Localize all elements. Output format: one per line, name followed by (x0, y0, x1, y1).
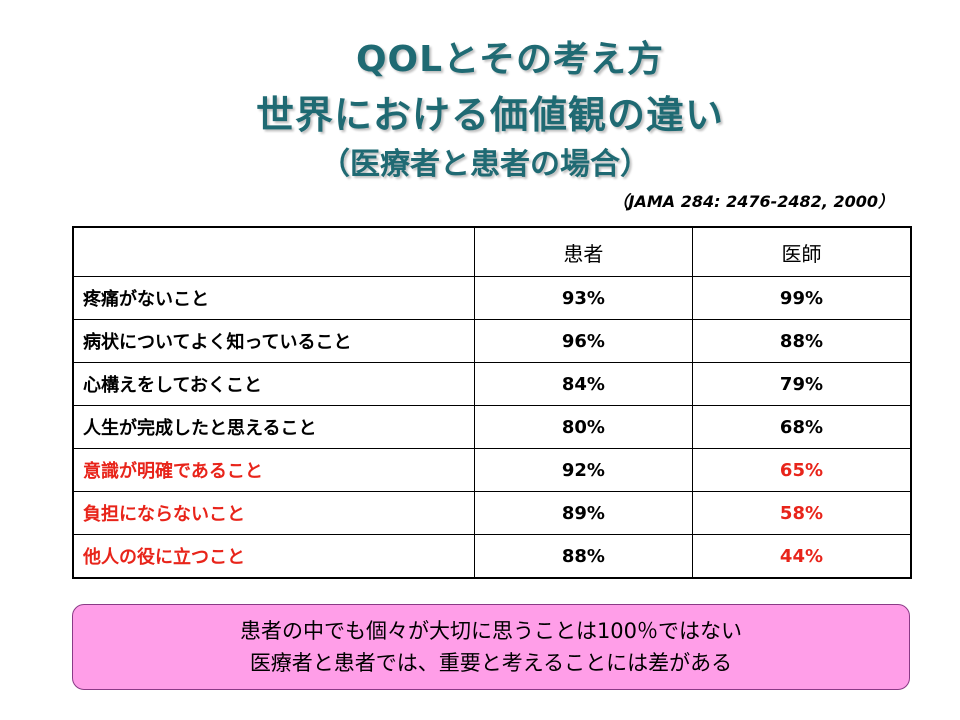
slide-subtitle: 世界における価値観の違い (255, 93, 724, 137)
header-patient: 患者 (473, 226, 693, 277)
row-item: 他人の役に立つこと (72, 534, 475, 579)
table-row: 心構えをしておくこと 84% 79% (72, 362, 912, 406)
doctor-value: 68% (691, 405, 912, 449)
patient-value: 80% (473, 405, 693, 449)
doctor-value: 79% (691, 362, 912, 406)
table-row-highlighted: 他人の役に立つこと 88% 44% (72, 534, 912, 579)
row-item: 心構えをしておくこと (72, 362, 475, 406)
table-row: 病状についてよく知っていること 96% 88% (72, 319, 912, 363)
slide-title: QOLとその考え方 (355, 39, 665, 80)
table-row: 疼痛がないこと 93% 99% (72, 276, 912, 320)
doctor-value: 88% (691, 319, 912, 363)
row-item: 負担にならないこと (72, 491, 475, 535)
doctor-value: 44% (691, 534, 912, 579)
note-line-2: 医療者と患者では、重要と考えることには差がある (249, 651, 733, 675)
table-header-row: 患者 医師 (72, 226, 912, 277)
citation: （JAMA 284: 2476-2482, 2000） (612, 192, 894, 211)
table-row: 人生が完成したと思えること 80% 68% (72, 405, 912, 449)
note-line-1: 患者の中でも個々が大切に思うことは100％ではない (239, 619, 743, 643)
table-row-highlighted: 負担にならないこと 89% 58% (72, 491, 912, 535)
comparison-table: 患者 医師 疼痛がないこと 93% 99% 病状についてよく知っていること 96… (72, 226, 912, 579)
summary-note-box: 患者の中でも個々が大切に思うことは100％ではない 医療者と患者では、重要と考え… (72, 604, 910, 690)
doctor-value: 65% (691, 448, 912, 492)
header-empty (72, 226, 475, 277)
doctor-value: 58% (691, 491, 912, 535)
row-item: 人生が完成したと思えること (72, 405, 475, 449)
patient-value: 89% (473, 491, 693, 535)
patient-value: 96% (473, 319, 693, 363)
slide-subtitle-paren: （医療者と患者の場合） (320, 147, 650, 182)
header-doctor: 医師 (691, 226, 912, 277)
patient-value: 92% (473, 448, 693, 492)
doctor-value: 99% (691, 276, 912, 320)
row-item: 疼痛がないこと (72, 276, 475, 320)
patient-value: 93% (473, 276, 693, 320)
table-row-highlighted: 意識が明確であること 92% 65% (72, 448, 912, 492)
patient-value: 84% (473, 362, 693, 406)
patient-value: 88% (473, 534, 693, 579)
row-item: 意識が明確であること (72, 448, 475, 492)
row-item: 病状についてよく知っていること (72, 319, 475, 363)
